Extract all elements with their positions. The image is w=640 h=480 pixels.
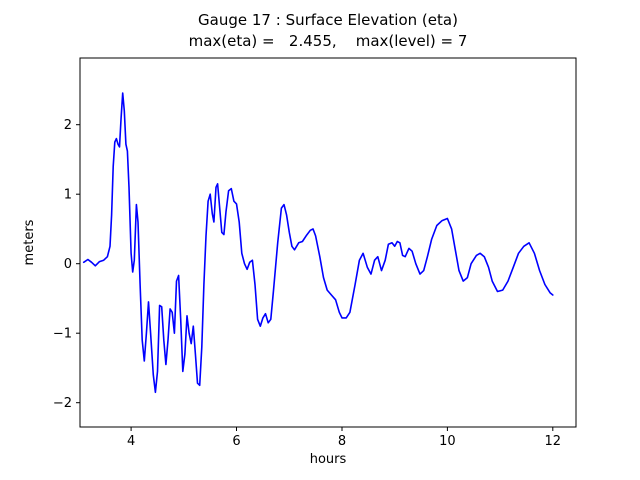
plot-title: Gauge 17 : Surface Elevation (eta)	[198, 11, 458, 29]
x-tick-label: 4	[127, 434, 135, 449]
y-axis-label: meters	[22, 219, 37, 265]
y-tick-label: 1	[64, 188, 72, 203]
x-tick-label: 8	[338, 434, 346, 449]
plot-subtitle: max(eta) = 2.455, max(level) = 7	[188, 32, 468, 50]
title-block: Gauge 17 : Surface Elevation (eta) max(e…	[80, 10, 576, 52]
y-tick-label: −1	[53, 327, 72, 342]
y-tick-label: −2	[53, 396, 72, 411]
axes-frame	[79, 57, 577, 428]
x-tick-label: 12	[545, 434, 562, 449]
x-tick-label: 6	[232, 434, 240, 449]
x-tick-label: 10	[439, 434, 456, 449]
eta-line	[82, 92, 554, 394]
y-tick-label: 2	[64, 118, 72, 133]
x-axis-label: hours	[310, 452, 347, 467]
y-tick-label: 0	[64, 257, 72, 272]
